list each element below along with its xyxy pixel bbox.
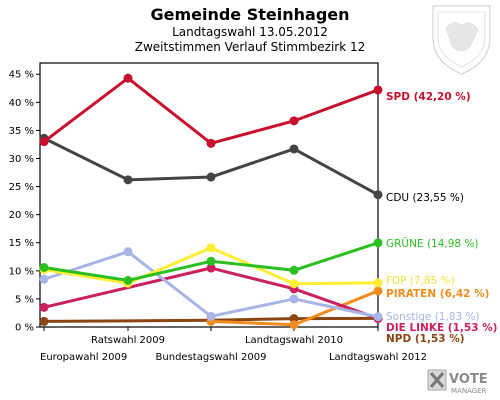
data-point xyxy=(373,278,383,288)
data-point xyxy=(123,275,133,285)
data-point xyxy=(289,294,299,304)
data-point xyxy=(39,316,49,326)
data-point xyxy=(373,85,383,95)
data-point xyxy=(39,302,49,312)
data-point xyxy=(289,314,299,324)
series-sonstige xyxy=(39,247,383,322)
series-end-label: GRÜNE (14,98 %) xyxy=(386,237,479,250)
y-tick-label: 15 % xyxy=(9,238,34,249)
data-point xyxy=(289,144,299,154)
series-spd xyxy=(39,73,383,148)
y-tick-label: 10 % xyxy=(9,266,34,277)
series-end-label: CDU (23,55 %) xyxy=(386,192,464,204)
data-point xyxy=(373,312,383,322)
y-tick-label: 40 % xyxy=(9,98,34,109)
data-point xyxy=(39,137,49,147)
data-point xyxy=(123,73,133,83)
series-labels: SPD (42,20 %) CDU (23,55 %) GRÜNE (14,98 %… xyxy=(386,91,497,345)
data-point xyxy=(373,286,383,296)
y-tick-label: 0 % xyxy=(15,323,34,334)
data-point xyxy=(206,256,216,266)
y-tick-label: 25 % xyxy=(9,182,34,193)
x-tick-label: Ratswahl 2009 xyxy=(91,335,165,346)
votemanager-logo: VOTE MANAGER xyxy=(427,369,488,395)
x-tick-label: Europawahl 2009 xyxy=(40,352,127,363)
logo-text-vote: VOTE xyxy=(449,372,488,387)
coat-of-arms-icon xyxy=(432,5,491,75)
data-point xyxy=(373,190,383,200)
x-tick-label: Landtagswahl 2010 xyxy=(245,335,343,346)
series-line xyxy=(43,316,379,323)
series-end-label: FDP (7,85 %) xyxy=(386,275,455,287)
y-axis: 0 % 5 % 10 % 15 % 20 % 25 % 30 % 35 % 40 % 45 % xyxy=(9,70,40,334)
data-point xyxy=(206,243,216,253)
y-tick-label: 5 % xyxy=(15,294,34,305)
y-tick-label: 45 % xyxy=(9,70,34,81)
chart-subtitle-election: Landtagswahl 13.05.2012 xyxy=(172,25,328,39)
x-tick-label: Landtagswahl 2012 xyxy=(329,352,427,363)
series-line xyxy=(43,266,379,320)
series-end-label: PIRATEN (6,42 %) xyxy=(386,288,489,300)
series-end-label: Sonstige (1,83 %) xyxy=(386,311,480,323)
series-gr-ne xyxy=(39,238,383,285)
plot-area xyxy=(39,62,379,328)
chart-title: Gemeinde Steinhagen xyxy=(150,5,349,24)
series-lines xyxy=(39,73,383,330)
data-point xyxy=(289,116,299,126)
series-end-label: DIE LINKE (1,53 %) xyxy=(386,322,497,334)
data-point xyxy=(123,175,133,185)
data-point xyxy=(39,262,49,272)
data-point xyxy=(289,265,299,275)
y-tick-label: 35 % xyxy=(9,126,34,137)
data-point xyxy=(289,320,299,330)
series-line xyxy=(43,76,379,145)
data-point xyxy=(123,247,133,257)
series-cdu xyxy=(39,133,383,200)
data-point xyxy=(39,274,49,284)
series-end-label: NPD (1,53 %) xyxy=(386,333,465,345)
x-axis: Europawahl 2009 Ratswahl 2009 Bundestagswa… xyxy=(40,327,427,363)
data-point xyxy=(206,138,216,148)
data-point xyxy=(206,263,216,273)
data-point xyxy=(289,279,299,289)
data-point xyxy=(206,172,216,182)
ballot-x-icon xyxy=(427,369,447,391)
data-point xyxy=(373,238,383,248)
logo-text-manager: MANAGER xyxy=(451,387,487,395)
series-end-label: SPD (42,20 %) xyxy=(386,91,471,103)
x-tick-label: Bundestagswahl 2009 xyxy=(156,352,267,363)
y-tick-label: 30 % xyxy=(9,154,34,165)
y-tick-label: 20 % xyxy=(9,210,34,221)
data-point xyxy=(206,311,216,321)
chart-subtitle-district: Zweitstimmen Verlauf Stimmbezirk 12 xyxy=(135,40,366,54)
